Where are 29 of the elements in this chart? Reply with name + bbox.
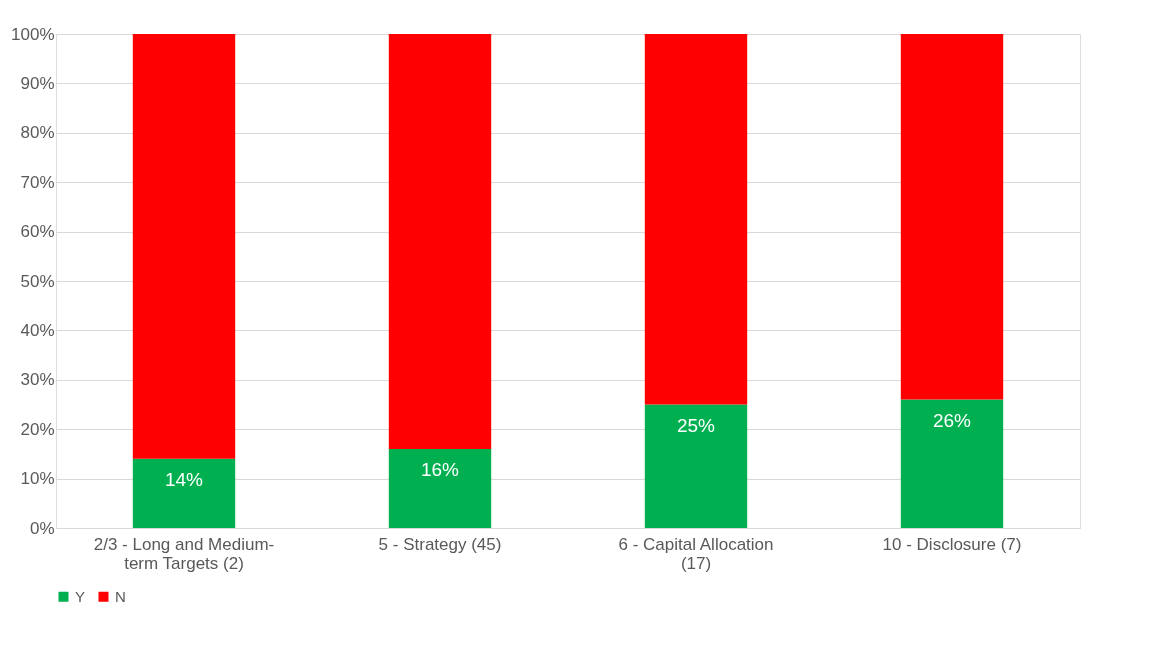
bar [900, 399, 1004, 528]
legend-label: Y [75, 587, 86, 605]
y-tick-label: 20% [20, 419, 55, 439]
bar [900, 34, 1004, 400]
y-tick-label: 80% [20, 123, 55, 143]
bar [644, 404, 748, 528]
y-tick-label: 10% [20, 469, 55, 489]
y-tick-label: 90% [20, 73, 55, 93]
bar [132, 34, 236, 459]
y-tick-label: 50% [20, 271, 55, 291]
data-label: 25% [676, 414, 716, 436]
data-label: 14% [164, 468, 204, 490]
y-tick-label: 0% [29, 518, 55, 538]
bar [388, 34, 492, 449]
data-label: 16% [420, 458, 460, 480]
x-tick-label: 6 - Capital Allocation (17) [618, 534, 774, 573]
bar [132, 458, 236, 528]
x-tick-label: 2/3 - Long and Medium-term Targets (2) [93, 534, 275, 573]
data-label: 26% [932, 409, 972, 431]
y-tick-label: 40% [20, 320, 55, 340]
y-tick-label: 100% [11, 24, 55, 44]
bar [644, 34, 748, 405]
y-tick-label: 60% [20, 222, 55, 242]
bar [388, 448, 492, 528]
y-tick-label: 70% [20, 172, 55, 192]
legend-label: N [115, 587, 126, 605]
x-tick-label: 10 - Disclosure (7) [882, 534, 1022, 554]
y-tick-label: 30% [20, 370, 55, 390]
x-tick-label: 5 - Strategy (45) [378, 534, 502, 554]
